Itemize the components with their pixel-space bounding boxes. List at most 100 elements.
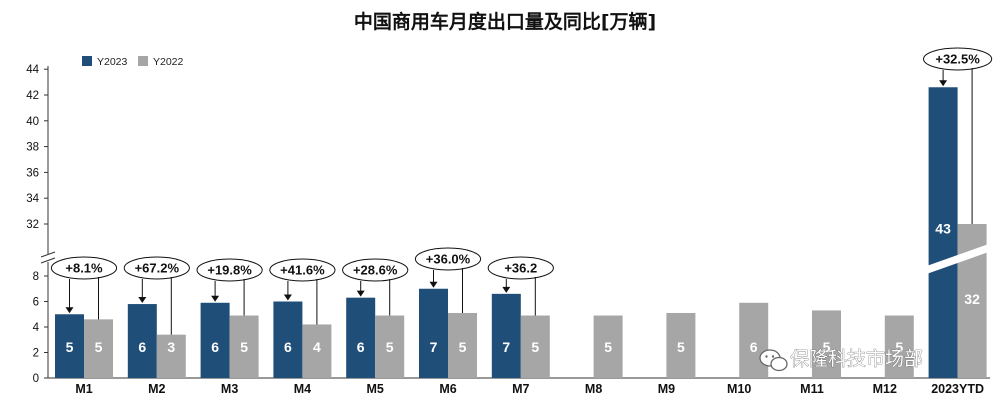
x-tick-label: M10 xyxy=(727,382,751,396)
bar-y2023-m7 xyxy=(491,293,521,378)
x-axis-labels: M1 M2 M3 M4 M5 M6 M7 M8 M9 M10 M11 M12 2023YTD xyxy=(75,382,984,396)
y-tick-label: 2 xyxy=(33,348,39,360)
axis-break-gap xyxy=(41,254,55,262)
data-label-y2022: 5 xyxy=(895,339,903,355)
bars-layer xyxy=(55,87,989,378)
data-label-y2022: 6 xyxy=(750,339,758,355)
x-tick-label: M5 xyxy=(367,382,384,396)
bar-y2022-m8 xyxy=(593,315,623,378)
data-label-y2022: 5 xyxy=(386,339,394,355)
yoy-bubble xyxy=(414,247,482,271)
watermark: 保隆科技市场部 xyxy=(759,348,923,372)
bar-y2023-m1 xyxy=(55,314,84,378)
y-tick-label: 40 xyxy=(26,116,39,128)
yoy-arrow-head xyxy=(65,307,74,314)
yoy-arrow-head xyxy=(429,281,438,288)
bar-y2023-m4 xyxy=(273,301,303,378)
yoy-label: +41.6% xyxy=(280,263,325,278)
y-tick-label: 36 xyxy=(26,167,39,179)
data-label-y2022: 5 xyxy=(677,339,685,355)
bar-y2022-m1 xyxy=(84,319,113,378)
yoy-bubble xyxy=(123,256,190,280)
yoy-label: +8.1% xyxy=(65,261,103,276)
yoy-arrow-head xyxy=(502,286,511,293)
yoy-bubble xyxy=(50,256,118,280)
y-tick-label: 32 xyxy=(26,219,39,231)
yoy-arrow-head xyxy=(283,294,292,301)
yoy-label: +67.2% xyxy=(135,261,180,276)
watermark-text: 保隆科技市场部 xyxy=(790,348,923,370)
data-label-y2022: 5 xyxy=(531,339,539,355)
bar-y2022-m6 xyxy=(448,312,477,378)
x-tick-label: M1 xyxy=(75,382,92,396)
legend-label-y2022: Y2022 xyxy=(153,56,184,68)
yoy-label: +36.2 xyxy=(504,261,537,276)
x-tick-label: M3 xyxy=(221,382,238,396)
bar-y2022-m10 xyxy=(739,302,769,378)
yoy-label: +28.6% xyxy=(353,263,398,278)
bar-y2022-m5 xyxy=(375,315,405,378)
yoy-label: +36.0% xyxy=(426,252,471,267)
legend-swatch-y2022 xyxy=(138,56,148,66)
bar-y2022-m2 xyxy=(156,334,186,378)
y-tick-label: 44 xyxy=(26,64,39,76)
legend: Y2023 Y2022 xyxy=(82,56,184,68)
axis-break-mark xyxy=(40,251,56,258)
x-tick-label: 2023YTD xyxy=(931,382,984,396)
bar-y2023-m5 xyxy=(346,297,376,378)
data-label-y2023: 6 xyxy=(138,339,146,355)
x-tick-label: M7 xyxy=(512,382,529,396)
yoy-arrow-head xyxy=(356,290,365,297)
x-tick-label: M9 xyxy=(658,382,675,396)
yoy-bubble xyxy=(923,47,993,71)
data-label-y2022: 32 xyxy=(964,291,980,307)
y-tick-label: 0 xyxy=(33,373,39,385)
legend-label-y2023: Y2023 xyxy=(97,56,128,68)
axis-break-mark xyxy=(40,257,56,264)
data-label-y2022: 5 xyxy=(95,339,103,355)
data-label-y2023: 7 xyxy=(430,339,438,355)
data-label-y2022: 3 xyxy=(167,339,175,355)
bar-y2022-m7 xyxy=(520,315,550,378)
data-label-y2023: 5 xyxy=(66,339,74,355)
data-label-y2022: 5 xyxy=(604,339,612,355)
x-tick-label: M11 xyxy=(800,382,824,396)
bar-y2023-m6 xyxy=(419,288,448,378)
x-tick-label: M2 xyxy=(148,382,165,396)
yoy-arrow-head xyxy=(211,295,220,302)
data-label-y2023: 6 xyxy=(357,339,365,355)
yoy-bubble xyxy=(487,256,554,280)
data-label-y2022: 4 xyxy=(313,339,321,355)
wechat-icon xyxy=(759,349,788,372)
data-label-y2022: 5 xyxy=(240,339,248,355)
yoy-annotations-layer: +8.1% +67.2% +19.8% +41.6% +28.6% +36.0% +36.2… xyxy=(50,47,993,335)
bar-y2022-m4 xyxy=(302,324,332,378)
data-label-y2023: 6 xyxy=(284,339,292,355)
y-tick-label: 38 xyxy=(26,142,39,154)
chart-title: 中国商用车月度出口量及同比[万辆] xyxy=(354,10,656,33)
bar-y2023-2023ytd xyxy=(928,87,958,378)
yoy-bubble xyxy=(269,258,336,282)
yoy-arrow-head xyxy=(939,80,948,87)
yoy-label: +32.5% xyxy=(935,52,980,67)
y-tick-label: 6 xyxy=(33,297,39,309)
bar-y2022-m11 xyxy=(812,310,841,378)
x-tick-label: M6 xyxy=(439,382,456,396)
x-tick-label: M12 xyxy=(873,382,897,396)
y-tick-label: 34 xyxy=(26,193,39,205)
data-label-y2022: 5 xyxy=(459,339,467,355)
yoy-bubble xyxy=(196,258,263,282)
bar-y2022-m3 xyxy=(229,315,259,378)
data-label-y2023: 43 xyxy=(935,220,951,236)
y-tick-label: 4 xyxy=(33,322,40,334)
legend-swatch-y2023 xyxy=(82,56,92,66)
data-label-y2022: 5 xyxy=(823,339,831,355)
y-tick-label: 8 xyxy=(33,271,39,283)
yoy-arrow-head xyxy=(138,297,147,304)
x-tick-label: M8 xyxy=(585,382,602,396)
yoy-label: +19.8% xyxy=(207,263,252,278)
bar-y2022-m9 xyxy=(666,312,696,378)
y-tick-label: 42 xyxy=(26,90,39,102)
x-tick-label: M4 xyxy=(294,382,311,396)
